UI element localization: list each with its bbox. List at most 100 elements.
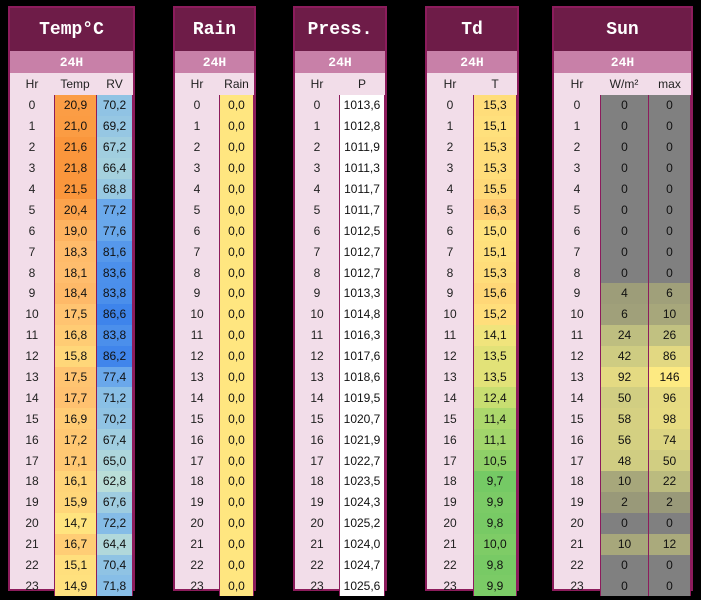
hour-cell: 19 — [570, 495, 584, 510]
sun-max-cell: 0 — [648, 262, 691, 284]
table-row: 14 0,0 — [175, 387, 254, 409]
table-row: 12 1017,6 — [295, 345, 385, 367]
table-row: 11 24 26 — [554, 324, 691, 346]
rain-value-cell: 0,0 — [219, 450, 254, 472]
hour-cell: 21 — [190, 537, 204, 552]
table-row: 9 18,4 83,8 — [10, 283, 133, 304]
table-row: 13 0,0 — [175, 366, 254, 388]
table-row: 20 14,7 72,2 — [10, 512, 133, 534]
hour-cell: 11 — [310, 328, 324, 343]
table-row: 19 1024,3 — [295, 491, 385, 513]
rv-value-cell: 71,8 — [96, 575, 133, 597]
pressure-value-cell: 1025,6 — [339, 575, 385, 597]
table-row: 7 0,0 — [175, 241, 254, 263]
hour-cell: 4 — [446, 182, 454, 196]
sun-max-cell: 74 — [648, 429, 691, 451]
max-header: max — [658, 77, 681, 91]
table-row: 11 0,0 — [175, 324, 254, 346]
pressure-value-cell: 1013,6 — [339, 95, 385, 116]
hour-cell: 11 — [443, 328, 457, 343]
temp-value-cell: 14,7 — [54, 512, 96, 534]
pressure-value-cell: 1014,8 — [339, 303, 385, 325]
hour-cell: 1 — [313, 119, 321, 134]
rain-value-cell: 0,0 — [219, 491, 254, 513]
temp-value-cell: 21,6 — [54, 136, 96, 158]
dewpoint-value-cell: 15,1 — [473, 241, 517, 263]
pressure-value-cell: 1011,9 — [339, 136, 385, 158]
hour-cell: 3 — [313, 161, 321, 176]
sun-max-cell: 26 — [648, 324, 691, 346]
hour-cell: 4 — [313, 182, 321, 196]
temp-value-cell: 21,8 — [54, 157, 96, 179]
hour-cell: 23 — [570, 578, 584, 593]
table-row: 18 16,1 62,8 — [10, 471, 133, 492]
hour-cell: 20 — [310, 516, 324, 531]
rain-value-cell: 0,0 — [219, 575, 254, 597]
table-row: 13 92 146 — [554, 366, 691, 388]
sun-wm2-cell: 0 — [600, 115, 648, 137]
hour-cell: 20 — [443, 516, 457, 531]
hour-cell: 17 — [443, 453, 457, 468]
hour-cell: 8 — [446, 265, 454, 280]
hour-cell: 7 — [193, 244, 201, 259]
table-row: 14 12,4 — [427, 387, 517, 409]
hour-cell: 2 — [28, 140, 36, 155]
sun-max-cell: 10 — [648, 303, 691, 325]
sun-wm2-cell: 48 — [600, 450, 648, 472]
rain-value-cell: 0,0 — [219, 178, 254, 200]
rain-value-cell: 0,0 — [219, 387, 254, 409]
hour-cell: 22 — [190, 558, 204, 573]
rain-value-cell: 0,0 — [219, 408, 254, 430]
press-title: Press. — [295, 8, 385, 51]
hour-cell: 13 — [190, 370, 204, 385]
temp-value-cell: 15,8 — [54, 345, 96, 367]
rv-value-cell: 83,8 — [96, 283, 133, 304]
rain-value-cell: 0,0 — [219, 241, 254, 263]
pressure-value-cell: 1023,5 — [339, 471, 385, 492]
hour-cell: 0 — [446, 98, 454, 113]
table-row: 7 18,3 81,6 — [10, 241, 133, 263]
table-row: 21 1024,0 — [295, 533, 385, 555]
hour-cell: 17 — [190, 453, 204, 468]
temp-value-cell: 15,9 — [54, 491, 96, 513]
hour-cell: 16 — [190, 432, 204, 447]
table-row: 11 14,1 — [427, 324, 517, 346]
temp-value-cell: 14,9 — [54, 575, 96, 597]
table-row: 15 0,0 — [175, 408, 254, 430]
hour-cell: 7 — [28, 244, 36, 259]
hour-cell: 3 — [446, 161, 454, 176]
table-row: 16 56 74 — [554, 429, 691, 451]
hour-cell: 13 — [443, 370, 457, 385]
sun-wm2-cell: 24 — [600, 324, 648, 346]
table-row: 20 0,0 — [175, 512, 254, 534]
hour-cell: 11 — [570, 328, 584, 343]
pressure-value-cell: 1012,5 — [339, 220, 385, 242]
hour-cell: 15 — [190, 411, 204, 426]
pressure-value-cell: 1022,7 — [339, 450, 385, 472]
hour-cell: 12 — [570, 349, 584, 364]
table-row: 4 15,5 — [427, 178, 517, 200]
hour-cell: 23 — [443, 578, 457, 593]
sun-wm2-cell: 0 — [600, 136, 648, 158]
hour-cell: 16 — [443, 432, 457, 447]
dewpoint-value-cell: 11,1 — [473, 429, 517, 451]
sun-max-cell: 12 — [648, 533, 691, 555]
table-row: 1 0,0 — [175, 115, 254, 137]
temp-value-cell: 21,0 — [54, 115, 96, 137]
rv-value-cell: 71,2 — [96, 387, 133, 409]
sun-max-cell: 0 — [648, 136, 691, 158]
pressure-value-cell: 1025,2 — [339, 512, 385, 534]
p-header: P — [357, 77, 366, 91]
rain-value-cell: 0,0 — [219, 324, 254, 346]
sun-wm2-cell: 0 — [600, 199, 648, 221]
table-row: 22 0 0 — [554, 554, 691, 576]
table-row: 13 1018,6 — [295, 366, 385, 388]
sun-wm2-cell: 6 — [600, 303, 648, 325]
hour-cell: 1 — [28, 119, 36, 134]
press-header-row: Hr P — [295, 73, 385, 95]
table-row: 23 0 0 — [554, 575, 691, 597]
table-row: 23 1025,6 — [295, 575, 385, 597]
